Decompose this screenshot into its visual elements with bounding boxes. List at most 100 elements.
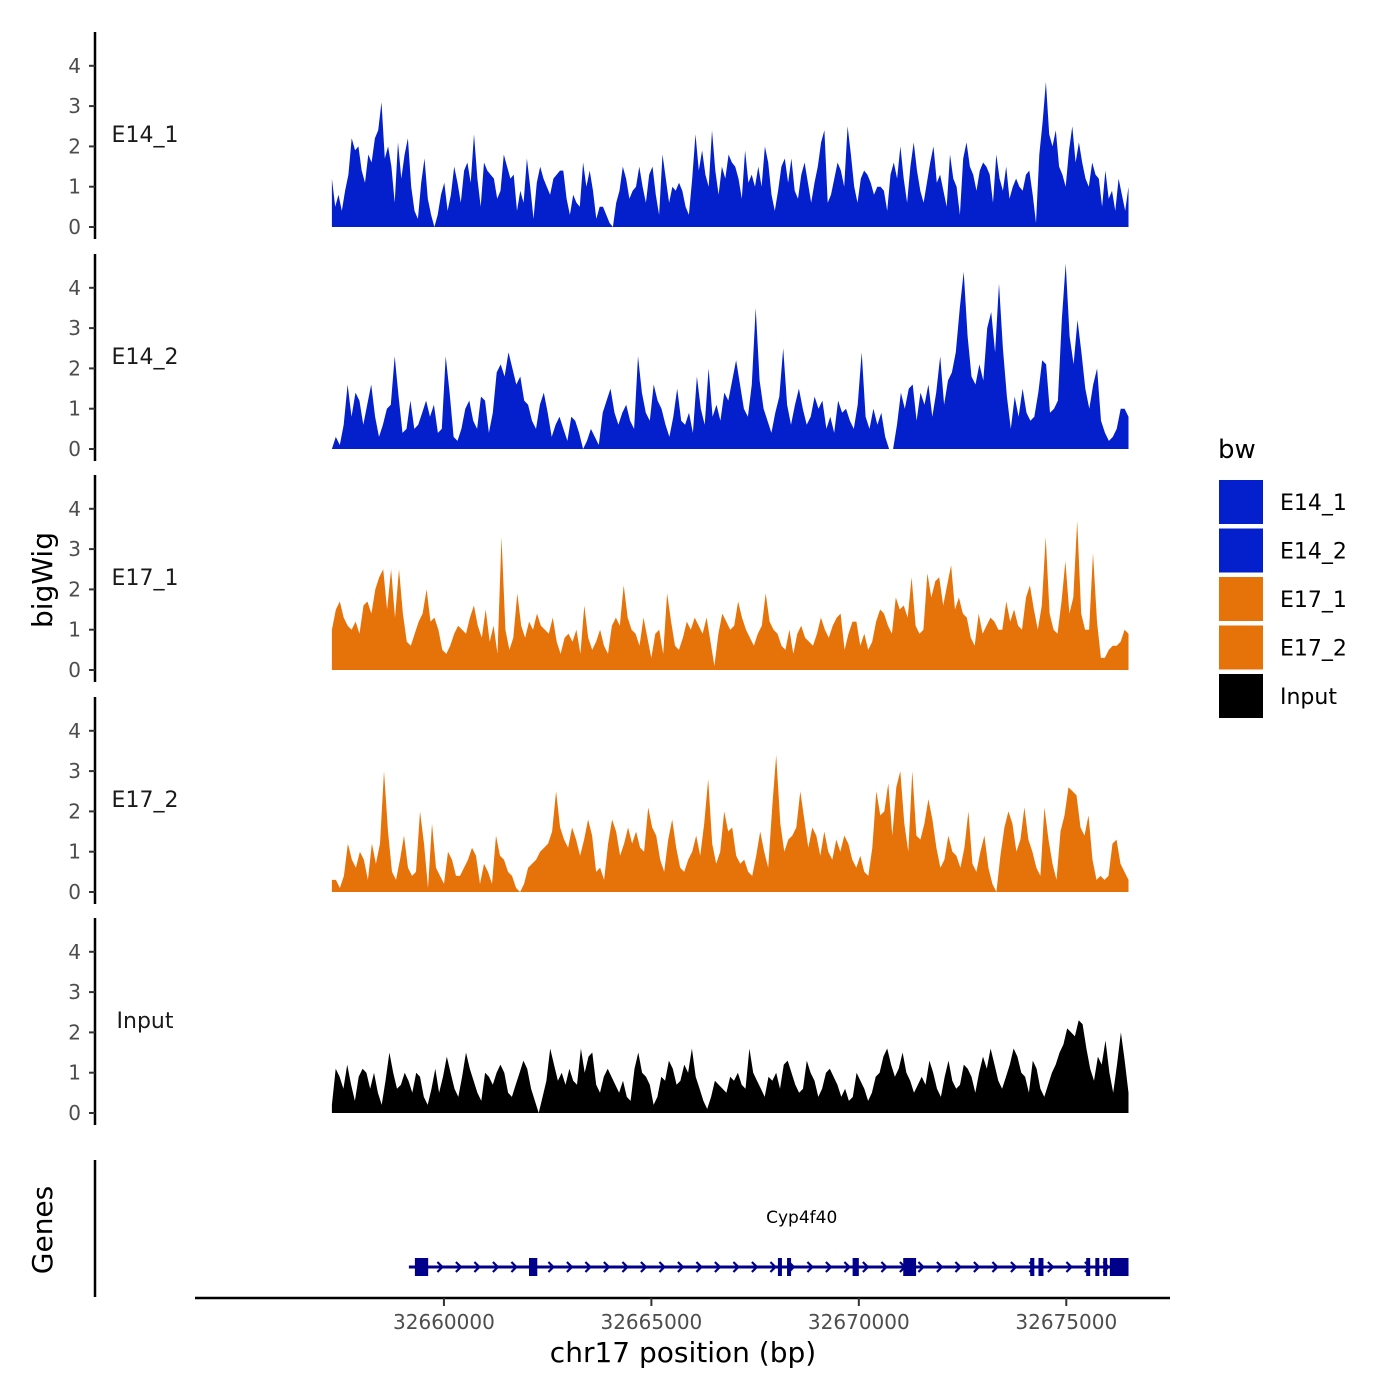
strand-arrow	[658, 1261, 666, 1273]
exon	[528, 1258, 538, 1276]
exon	[1038, 1258, 1044, 1276]
strand-arrow	[510, 1261, 518, 1273]
x-tick-label: 32660000	[393, 1310, 495, 1334]
genes-axis-title: Genes	[26, 1186, 59, 1274]
strand-arrow	[640, 1261, 648, 1273]
genes-panel: Cyp4f40	[93, 1160, 1129, 1297]
y-tick-label: 0	[68, 215, 81, 239]
strand-arrow	[1010, 1261, 1018, 1273]
legend-label: Input	[1280, 685, 1337, 710]
y-tick-label: 2	[68, 134, 81, 158]
track-E17_2: 0 1 2 3 4 E17_2	[68, 697, 1129, 904]
y-tick-label: 2	[68, 356, 81, 380]
y-tick-label: 2	[68, 799, 81, 823]
strand-arrow	[769, 1261, 777, 1273]
gene-label: Cyp4f40	[766, 1208, 837, 1228]
strand-arrow	[584, 1261, 592, 1273]
y-tick-label: 4	[68, 940, 81, 964]
exon	[1109, 1258, 1129, 1276]
track-label: Input	[117, 1009, 174, 1034]
strand-arrow	[621, 1261, 629, 1273]
strand-arrow	[732, 1261, 740, 1273]
gene-Cyp4f40: Cyp4f40	[408, 1208, 1129, 1276]
x-tick-label: 32675000	[1015, 1310, 1117, 1334]
y-tick-label: 4	[68, 54, 81, 78]
track-E14_1: 0 1 2 3 4 E14_1	[68, 32, 1129, 239]
y-tick-label: 3	[68, 759, 81, 783]
exon	[777, 1258, 782, 1276]
legend-entry-Input: Input	[1219, 674, 1337, 718]
legend-entry-E14_2: E14_2	[1219, 528, 1347, 573]
strand-arrow	[492, 1261, 500, 1273]
strand-arrow	[695, 1261, 703, 1273]
y-tick-label: 4	[68, 719, 81, 743]
track-label: E14_2	[112, 345, 179, 370]
y-tick-label: 4	[68, 497, 81, 521]
x-axis-title: chr17 position (bp)	[550, 1336, 816, 1369]
y-tick-label: 1	[68, 397, 81, 421]
strand-arrow	[547, 1261, 555, 1273]
y-tick-label: 0	[68, 880, 81, 904]
track-label: E14_1	[112, 123, 179, 148]
strand-arrow	[991, 1261, 999, 1273]
strand-arrow	[455, 1261, 463, 1273]
y-tick-label: 1	[68, 840, 81, 864]
strand-arrow	[954, 1261, 962, 1273]
exon	[1103, 1258, 1108, 1276]
strand-arrow	[603, 1261, 611, 1273]
y-tick-label: 0	[68, 437, 81, 461]
strand-arrow	[973, 1261, 981, 1273]
strand-arrow	[566, 1261, 574, 1273]
strand-arrow	[917, 1261, 925, 1273]
track-label: E17_1	[112, 566, 179, 591]
exon	[1095, 1258, 1100, 1276]
y-tick-label: 3	[68, 316, 81, 340]
legend-swatch	[1219, 577, 1263, 621]
y-tick-label: 1	[68, 175, 81, 199]
signal-area-Input	[331, 1020, 1129, 1113]
track-E17_1: 0 1 2 3 4 E17_1	[68, 475, 1129, 682]
legend-swatch	[1219, 528, 1263, 573]
strand-arrow	[806, 1261, 814, 1273]
legend: E14_1 E14_2 E17_1 E17_2 Input	[1219, 480, 1347, 718]
x-tick-label: 32670000	[808, 1310, 910, 1334]
y-tick-label: 2	[68, 577, 81, 601]
legend-label: E14_1	[1280, 491, 1347, 516]
strand-arrow	[1047, 1261, 1055, 1273]
y-tick-label: 1	[68, 618, 81, 642]
legend-label: E17_2	[1280, 637, 1347, 662]
signal-tracks: 0 1 2 3 4 E14_1 0 1 2 3 4 E14_2 0 1 2 3 4 E17_1 0 1 2 3 4 E17_2…	[68, 32, 1129, 1125]
strand-arrow	[862, 1261, 870, 1273]
y-tick-label: 4	[68, 276, 81, 300]
legend-label: E17_1	[1280, 588, 1347, 613]
exon	[414, 1258, 429, 1276]
y-axis-title: bigWig	[26, 532, 59, 628]
signal-area-E17_2	[331, 755, 1129, 892]
signal-area-E14_2	[331, 263, 1129, 449]
exon	[903, 1258, 917, 1276]
legend-swatch	[1219, 625, 1263, 670]
strand-arrow	[936, 1261, 944, 1273]
y-tick-label: 3	[68, 94, 81, 118]
signal-area-E14_1	[331, 81, 1129, 228]
track-E14_2: 0 1 2 3 4 E14_2	[68, 254, 1129, 461]
y-tick-label: 2	[68, 1020, 81, 1044]
exon	[1086, 1258, 1091, 1276]
strand-arrow	[1065, 1261, 1073, 1273]
strand-arrow	[436, 1261, 444, 1273]
strand-arrow	[751, 1261, 759, 1273]
y-tick-label: 1	[68, 1061, 81, 1085]
x-tick-label: 32665000	[600, 1310, 702, 1334]
legend-label: E14_2	[1280, 540, 1347, 565]
legend-entry-E17_2: E17_2	[1219, 625, 1347, 670]
track-Input: 0 1 2 3 4 Input	[68, 918, 1129, 1125]
strand-arrow	[843, 1261, 851, 1273]
exon	[1030, 1258, 1035, 1276]
strand-arrow	[473, 1261, 481, 1273]
x-axis: 32660000 32665000 32670000 32675000	[195, 1296, 1170, 1334]
signal-area-E17_1	[331, 520, 1129, 670]
exon	[787, 1258, 792, 1276]
legend-swatch	[1219, 480, 1263, 524]
legend-entry-E17_1: E17_1	[1219, 577, 1347, 621]
